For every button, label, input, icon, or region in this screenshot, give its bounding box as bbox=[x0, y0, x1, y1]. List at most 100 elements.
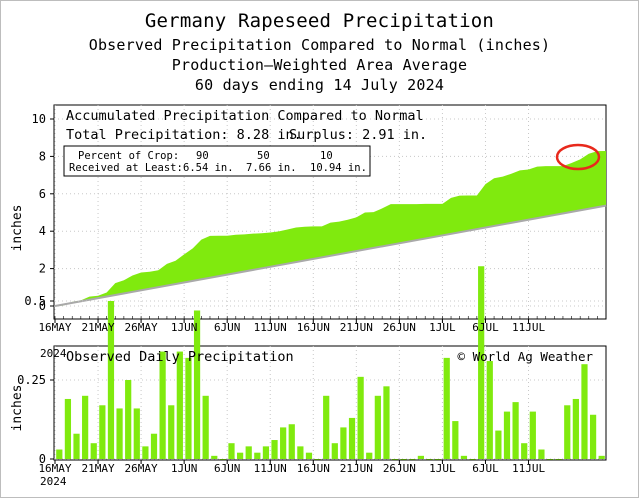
surplus-label: Surplus: 2.91 in. bbox=[289, 127, 427, 143]
top-y-tick-label: 0 bbox=[39, 299, 46, 313]
top-x-tick-label: 1JUN bbox=[171, 321, 198, 334]
daily-bar bbox=[254, 452, 261, 459]
daily-bar bbox=[305, 452, 313, 459]
daily-bar bbox=[211, 455, 218, 459]
top-x-tick-label: 16MAY bbox=[38, 321, 71, 334]
daily-bar bbox=[297, 446, 304, 459]
top-x-tick-label: 16JUN bbox=[297, 321, 330, 334]
percent-col-2: 50 bbox=[257, 150, 270, 162]
daily-bar bbox=[271, 440, 278, 459]
daily-bar bbox=[159, 351, 166, 459]
bottom-x-tick-label: 11JUL bbox=[512, 462, 545, 475]
daily-bar bbox=[426, 459, 433, 460]
bottom-y-tick-label: 0 bbox=[39, 452, 46, 466]
daily-bar bbox=[99, 405, 106, 459]
daily-bar bbox=[82, 395, 89, 459]
top-x-tick-label: 11JUL bbox=[512, 321, 545, 334]
daily-bar bbox=[589, 414, 597, 459]
daily-bar bbox=[529, 411, 536, 459]
top-x-tick-label: 6JUN bbox=[214, 321, 241, 334]
bottom-x-tick-label: 26MAY bbox=[125, 462, 158, 475]
normal-line bbox=[54, 204, 607, 307]
highlight-circle bbox=[555, 143, 601, 171]
received-col-1: 6.54 in. bbox=[183, 162, 234, 174]
top-y-tick-label: 2 bbox=[39, 262, 46, 276]
subtitle: Observed Precipitation Compared to Norma… bbox=[88, 36, 551, 54]
top-y-tick-label: 8 bbox=[39, 149, 46, 163]
daily-bar bbox=[73, 433, 80, 459]
top-x-tick-label: 1JUL bbox=[429, 321, 456, 334]
top-x-tick-label: 11JUN bbox=[254, 321, 287, 334]
bottom-x-tick-label: 16JUN bbox=[297, 462, 330, 475]
daily-bar bbox=[521, 443, 528, 459]
received-col-3: 10.94 in. bbox=[310, 162, 367, 174]
accumulated-area bbox=[55, 150, 606, 306]
daily-bar bbox=[323, 395, 330, 459]
daily-bar bbox=[90, 443, 97, 459]
daily-bar bbox=[417, 455, 425, 459]
daily-bar bbox=[193, 310, 201, 459]
daily-bar bbox=[168, 405, 175, 459]
bottom-x-tick-label: 1JUL bbox=[429, 462, 456, 475]
percent-col-3: 10 bbox=[320, 150, 333, 162]
bottom-x-tick-label: 16MAY bbox=[38, 462, 71, 475]
daily-bar bbox=[366, 452, 373, 459]
top-x-tick-label: 21MAY bbox=[81, 321, 114, 334]
daily-bar bbox=[348, 417, 356, 459]
daily-bar bbox=[391, 459, 399, 460]
top-x-tick-label: 26MAY bbox=[125, 321, 158, 334]
percent-col-1: 90 bbox=[196, 150, 209, 162]
daily-bar bbox=[538, 449, 545, 459]
copyright-watermark: © World Ag Weather bbox=[458, 349, 594, 364]
bottom-x-tick-label: 6JUL bbox=[472, 462, 499, 475]
bottom-chart-title: Observed Daily Precipitation bbox=[66, 349, 294, 365]
daily-bar bbox=[555, 459, 562, 460]
daily-bar bbox=[598, 455, 605, 459]
bottom-x-tick-label: 21MAY bbox=[81, 462, 114, 475]
subtitle-period: 60 days ending 14 July 2024 bbox=[194, 76, 445, 94]
daily-bar bbox=[581, 364, 588, 459]
received-at-least-label: Received at Least: bbox=[69, 162, 183, 174]
top-x-tick-label: 26JUN bbox=[383, 321, 416, 334]
daily-bar bbox=[125, 380, 132, 459]
daily-bar bbox=[331, 443, 338, 459]
daily-bar bbox=[435, 459, 442, 460]
daily-bar bbox=[572, 398, 579, 459]
bottom-x-tick-label: 1JUN bbox=[171, 462, 198, 475]
main-title: Germany Rapeseed Precipitation bbox=[144, 10, 495, 32]
top-y-tick-label: 4 bbox=[39, 224, 46, 238]
daily-bar bbox=[219, 459, 226, 460]
daily-bar bbox=[409, 459, 416, 460]
daily-bar bbox=[512, 402, 519, 459]
daily-bar bbox=[478, 266, 485, 459]
daily-bar bbox=[262, 446, 270, 459]
daily-bar bbox=[176, 351, 183, 459]
crop-table-box bbox=[63, 145, 371, 177]
daily-bar bbox=[202, 395, 209, 459]
top-y-tick-label: 10 bbox=[32, 112, 46, 126]
bottom-y-tick-label: 0.5 bbox=[24, 294, 46, 308]
top-chart-title: Accumulated Precipitation Compared to No… bbox=[66, 108, 424, 124]
bottom-x-tick-label: 11JUN bbox=[254, 462, 287, 475]
bottom-x-tick-label: 6JUN bbox=[214, 462, 241, 475]
subtitle-weighting: Production—Weighted Area Average bbox=[171, 56, 468, 74]
top-x-year-label: 2024 bbox=[40, 347, 67, 360]
daily-bar bbox=[56, 449, 63, 459]
daily-bar bbox=[340, 427, 347, 459]
daily-bar bbox=[314, 459, 321, 460]
daily-bar bbox=[236, 452, 244, 459]
daily-bar bbox=[443, 357, 450, 459]
daily-bar bbox=[185, 357, 192, 459]
daily-bar bbox=[280, 427, 287, 459]
daily-bar bbox=[486, 361, 493, 459]
bottom-y-axis-label: inches bbox=[10, 385, 25, 432]
daily-bar bbox=[383, 386, 390, 459]
daily-bar bbox=[503, 411, 511, 459]
daily-bar bbox=[469, 459, 476, 460]
daily-bar bbox=[150, 433, 158, 459]
daily-bar bbox=[288, 424, 295, 459]
percent-of-crop-label: Percent of Crop: bbox=[78, 150, 179, 162]
daily-bar bbox=[142, 446, 149, 459]
daily-bar bbox=[245, 446, 252, 459]
